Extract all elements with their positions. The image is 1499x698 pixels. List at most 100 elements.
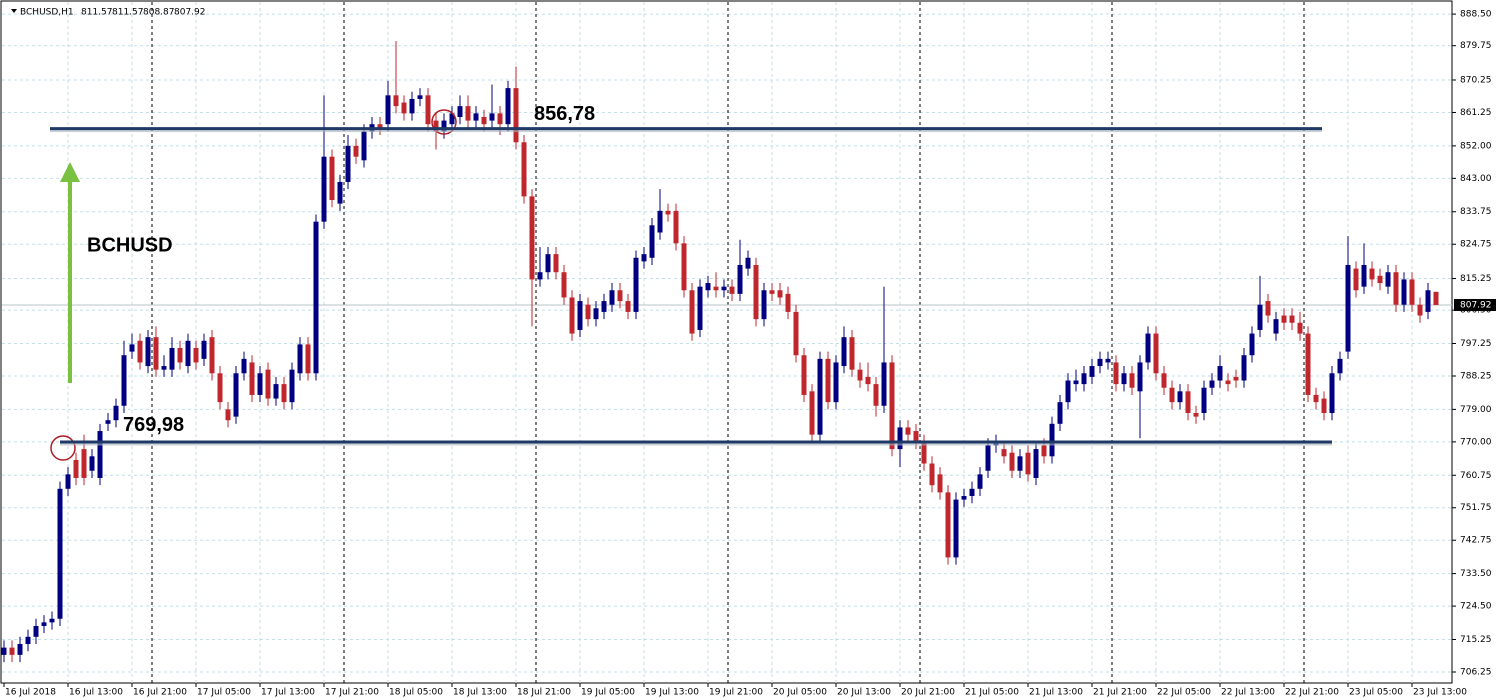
level-label: 856,78	[534, 103, 595, 125]
candle-body	[913, 431, 919, 442]
x-tick-label: 21 Jul 21:00	[1093, 688, 1147, 698]
candle-body	[505, 88, 511, 125]
x-tick-label: 21 Jul 05:00	[965, 688, 1019, 698]
candle-body	[385, 95, 391, 125]
header-value: 811.57	[81, 8, 113, 18]
x-tick-label: 20 Jul 21:00	[901, 688, 955, 698]
candle-body	[1001, 449, 1007, 457]
candle-body	[41, 622, 47, 626]
candle-body	[145, 337, 151, 367]
candle-body	[1145, 333, 1151, 363]
candle-body	[1297, 322, 1303, 334]
symbol-label: BCHUSD	[87, 234, 173, 256]
candle-body	[1305, 333, 1311, 395]
candle-body	[281, 384, 287, 403]
candle-body	[1193, 412, 1199, 417]
candle-body	[1265, 301, 1271, 316]
candle-body	[1081, 373, 1087, 385]
x-tick-label: 19 Jul 13:00	[645, 688, 699, 698]
header-symbol: BCHUSD,H1	[20, 8, 74, 18]
candle-body	[1329, 373, 1335, 413]
candle-body	[769, 290, 775, 294]
candle-body	[745, 257, 751, 269]
candle-body	[1185, 391, 1191, 413]
candle-body	[1105, 358, 1111, 363]
candle-body	[1097, 358, 1103, 367]
candle-body	[209, 337, 215, 374]
candle-body	[273, 384, 279, 399]
candle-body	[857, 369, 863, 381]
y-tick-label: 760.75	[1460, 471, 1492, 481]
candle-body	[585, 304, 591, 320]
candle-body	[1025, 452, 1031, 475]
candle-body	[1217, 366, 1223, 381]
candle-body	[617, 290, 623, 302]
candle-body	[1257, 304, 1263, 330]
candle-body	[593, 308, 599, 320]
candle-body	[849, 337, 855, 370]
candle-body	[169, 348, 175, 370]
candle-body	[785, 293, 791, 312]
candle-body	[761, 290, 767, 320]
candle-body	[705, 283, 711, 291]
candle-body	[625, 301, 631, 312]
candle-body	[825, 358, 831, 403]
candle-body	[513, 88, 519, 143]
candle-body	[545, 254, 551, 273]
candle-body	[441, 120, 447, 132]
y-tick-label: 843.00	[1460, 174, 1492, 184]
x-tick-label: 20 Jul 13:00	[837, 688, 891, 698]
y-tick-label: 715.25	[1460, 635, 1492, 645]
candle-body	[1113, 362, 1119, 385]
y-tick-label: 733.50	[1460, 569, 1492, 579]
candle-body	[1425, 290, 1431, 312]
candle-body	[873, 384, 879, 406]
header-value: 811.57	[112, 8, 144, 18]
candle-body	[833, 362, 839, 403]
last-price-label: 807.92	[1460, 300, 1492, 310]
candle-body	[521, 142, 527, 197]
candle-body	[1033, 449, 1039, 478]
candle-body	[129, 344, 135, 352]
candle-body	[753, 264, 759, 320]
candle-body	[57, 488, 63, 619]
candle-body	[929, 463, 935, 486]
candle-body	[921, 441, 927, 464]
candle-body	[673, 210, 679, 244]
y-tick-label: 770.00	[1460, 437, 1492, 447]
x-tick-label: 21 Jul 13:00	[1029, 688, 1083, 698]
candle-body	[49, 618, 55, 623]
x-tick-label: 22 Jul 13:00	[1221, 688, 1275, 698]
candle-body	[945, 492, 951, 558]
annotation-layer: BCHUSD 856,78 769,98 BCHUSD,H1 811.57 811.57…	[11, 8, 1496, 461]
candle-body	[465, 106, 471, 121]
candle-body	[937, 474, 943, 493]
candle-body	[897, 427, 903, 450]
candle-body	[1321, 398, 1327, 413]
y-tick-label: 861.25	[1460, 108, 1492, 118]
candle-body	[425, 95, 431, 125]
y-tick-label: 788.25	[1460, 371, 1492, 381]
plot-frame	[0, 0, 1453, 684]
candle-body	[1121, 373, 1127, 385]
candle-body	[969, 488, 975, 497]
candle-body	[65, 474, 71, 489]
candle-body	[1281, 315, 1287, 323]
candle-body	[1393, 272, 1399, 305]
candle-body	[249, 362, 255, 395]
candle-body	[289, 369, 295, 403]
x-tick-label: 17 Jul 05:00	[197, 688, 251, 698]
candle-body	[1361, 264, 1367, 287]
y-tick-label: 751.75	[1460, 503, 1492, 513]
candle-body	[409, 98, 415, 114]
x-tick-label: 22 Jul 21:00	[1285, 688, 1339, 698]
candle-body	[1065, 380, 1071, 403]
header-value: 807.92	[174, 8, 206, 18]
candle-body	[561, 272, 567, 298]
candle-body	[225, 409, 231, 421]
candle-body	[185, 340, 191, 367]
candle-body	[193, 348, 199, 363]
candle-body	[1129, 373, 1135, 388]
candle-body	[401, 102, 407, 114]
